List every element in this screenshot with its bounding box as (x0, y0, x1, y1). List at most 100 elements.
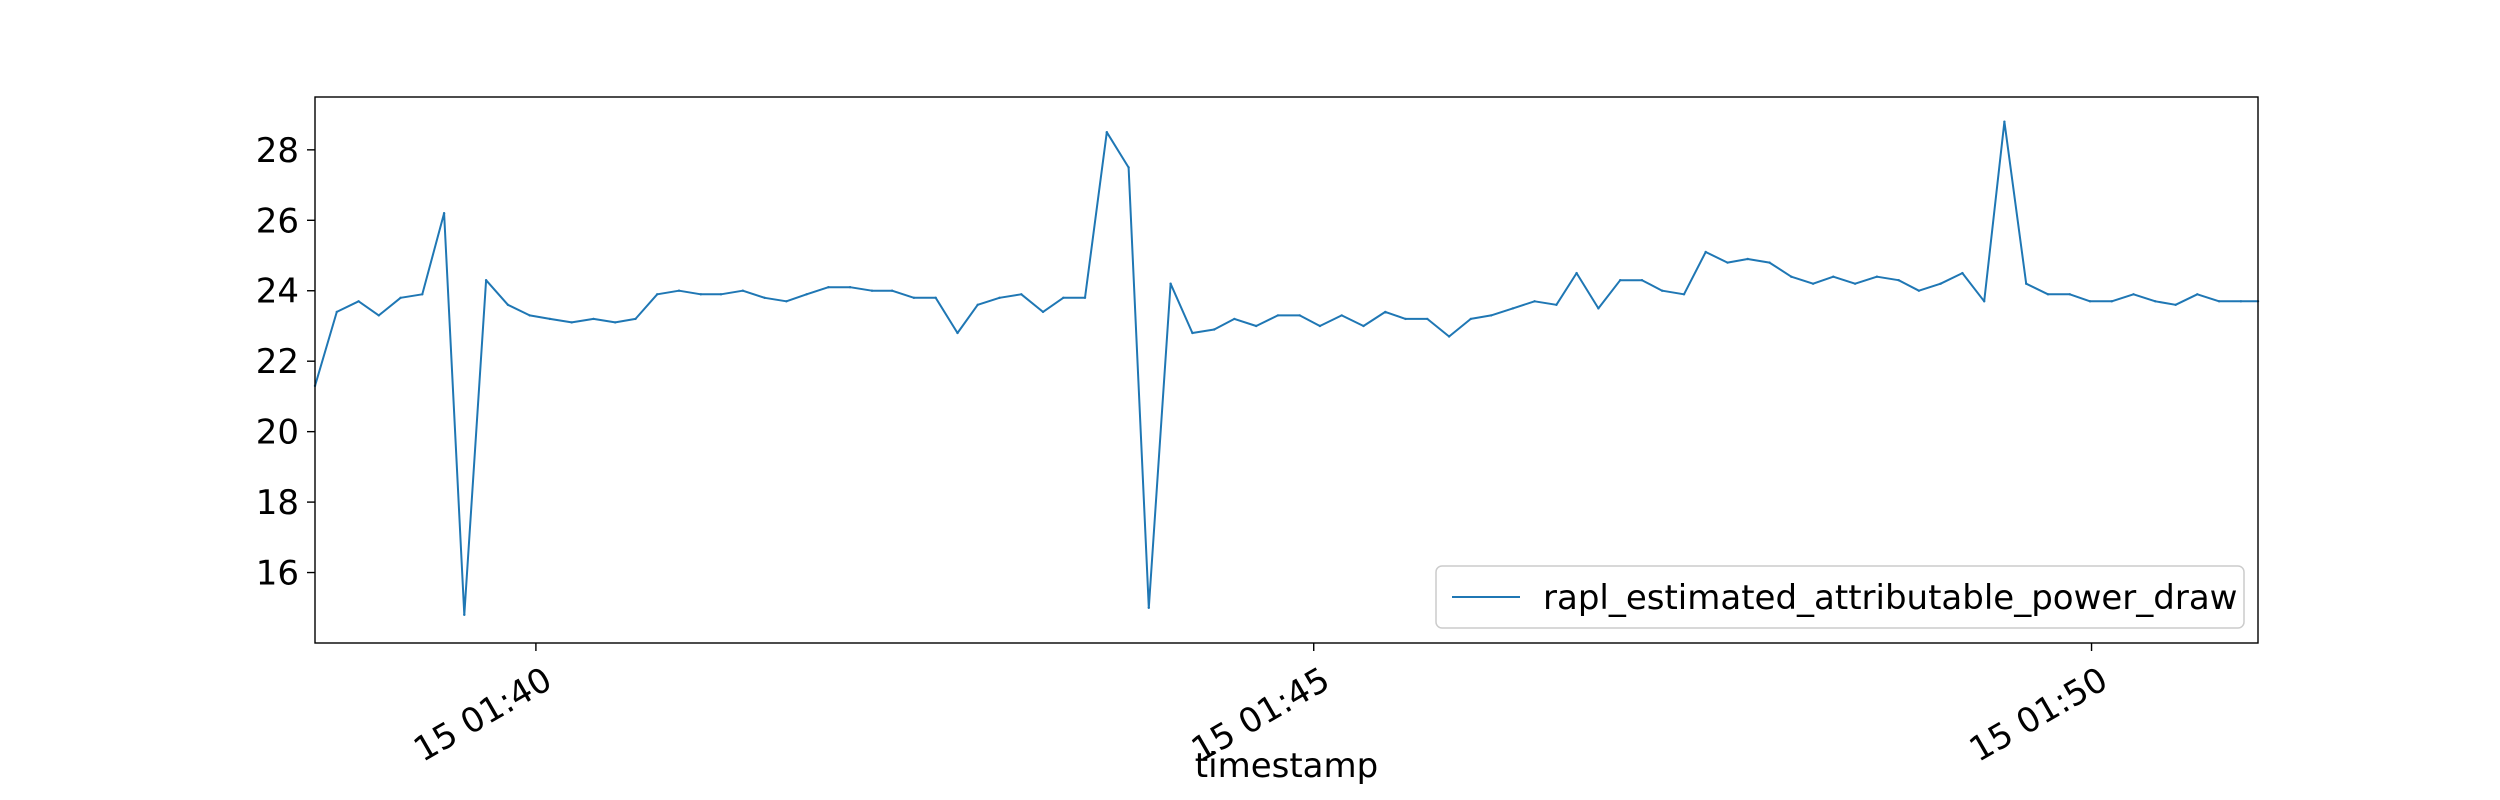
data-point (677, 289, 681, 292)
data-point (634, 317, 637, 321)
data-point (956, 331, 959, 335)
data-point (785, 300, 788, 303)
data-point (1917, 289, 1921, 292)
data-point (548, 317, 552, 321)
data-point (1020, 293, 1023, 296)
data-point (1790, 275, 1793, 278)
data-point (1489, 314, 1493, 317)
data-point (1555, 303, 1558, 306)
plot-frame (314, 96, 2259, 644)
data-point (1661, 289, 1664, 292)
data-point (2217, 300, 2221, 303)
data-point (570, 321, 573, 324)
y-tick-label: 24 (256, 272, 299, 312)
data-point (1939, 282, 1942, 285)
data-point (463, 613, 466, 616)
data-point (528, 314, 531, 317)
data-point (1533, 300, 1536, 303)
data-point (1213, 328, 1216, 331)
data-point (699, 293, 702, 296)
data-point (614, 321, 617, 324)
data-point (2196, 293, 2199, 296)
data-point (1362, 324, 1365, 328)
data-point (1619, 279, 1622, 282)
data-point (1983, 300, 1986, 303)
data-point (1853, 282, 1857, 285)
data-point (1276, 314, 1280, 317)
data-point (656, 293, 659, 296)
x-axis-label: timestamp (1195, 746, 1378, 786)
y-tick-label: 26 (256, 201, 299, 241)
data-point (592, 317, 595, 321)
data-point (2088, 300, 2092, 303)
y-tick-label: 22 (256, 342, 299, 382)
data-point (1875, 275, 1879, 278)
series-line (314, 120, 2258, 616)
data-point (741, 289, 744, 292)
data-point (2046, 293, 2050, 296)
data-point (1340, 314, 1343, 317)
data-point (827, 286, 830, 289)
data-point (805, 293, 808, 296)
data-point (2132, 293, 2135, 296)
data-point (1062, 296, 1065, 299)
data-point (2025, 282, 2028, 285)
plot-area (313, 96, 2260, 644)
legend-label: rapl_estimated_attributable_power_draw (1543, 578, 2238, 618)
data-point (1426, 317, 1429, 321)
data-point (1575, 271, 1578, 275)
data-point (1640, 279, 1644, 282)
y-tick-label: 18 (256, 483, 299, 523)
plot-background (315, 97, 2258, 643)
data-point (763, 296, 766, 299)
data-point (2239, 300, 2243, 303)
data-point (1682, 293, 1686, 296)
data-point (719, 293, 723, 296)
data-point (1169, 282, 1172, 285)
y-tick-label: 28 (256, 131, 299, 171)
data-point (1105, 131, 1109, 134)
y-axis: 16 18 20 22 24 26 28 (256, 131, 315, 594)
data-point (442, 212, 446, 215)
data-point (1191, 331, 1194, 335)
data-point (377, 314, 380, 317)
data-point (870, 289, 874, 292)
data-point (934, 296, 937, 299)
data-point (421, 293, 424, 296)
data-point (1704, 250, 1707, 254)
data-point (912, 296, 916, 299)
data-point (1768, 261, 1771, 264)
data-point (1447, 335, 1451, 338)
data-point (1897, 279, 1900, 282)
data-point (1083, 296, 1087, 299)
data-point (484, 279, 488, 282)
data-point (1233, 317, 1236, 321)
data-point (1147, 606, 1151, 609)
data-point (1961, 271, 1964, 275)
data-point (1726, 261, 1729, 264)
data-point (2068, 293, 2071, 296)
data-point (357, 300, 360, 303)
data-point (1597, 307, 1600, 310)
data-point (1255, 324, 1258, 328)
data-point (2154, 300, 2157, 303)
data-point (1041, 310, 1045, 314)
data-point (976, 303, 979, 306)
data-point (1811, 282, 1815, 285)
data-point (2110, 300, 2113, 303)
data-point (1746, 257, 1749, 261)
data-point (998, 296, 1001, 299)
y-tick-label: 16 (256, 554, 299, 594)
series-layer (313, 120, 2260, 616)
data-point (1127, 166, 1130, 169)
data-point (2003, 120, 2006, 123)
data-point (1469, 317, 1473, 321)
data-point (1404, 317, 1407, 321)
data-point (848, 286, 852, 289)
data-point (1384, 310, 1387, 314)
data-point (2174, 303, 2177, 306)
data-point (399, 296, 402, 299)
data-point (335, 310, 338, 314)
data-point (1511, 307, 1515, 310)
